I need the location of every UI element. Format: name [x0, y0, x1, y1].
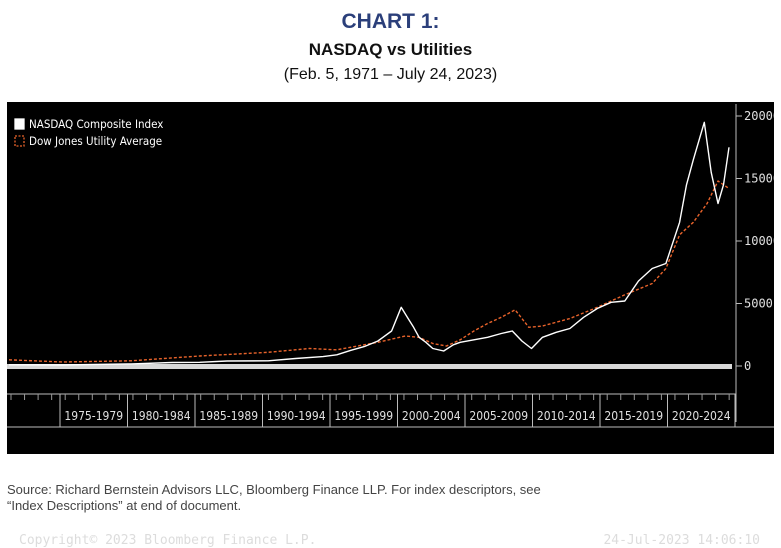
chart-date-range: (Feb. 5, 1971 – July 24, 2023) [283, 66, 498, 83]
x-tick-label: 1980-1984 [132, 409, 191, 423]
utility-series-line [8, 180, 730, 363]
y-tick-label: 5000 [744, 297, 773, 311]
y-tick-label: 15000 [744, 172, 774, 186]
source-note: Source: Richard Bernstein Advisors LLC, … [7, 482, 541, 513]
x-tick-label: 2010-2014 [537, 409, 596, 423]
chart-number: CHART 1: [341, 10, 440, 33]
x-tick-label: 2020-2024 [672, 409, 731, 423]
zero-baseline [7, 364, 732, 369]
legend-label-nasdaq: NASDAQ Composite Index [29, 117, 163, 131]
x-tick-label: 1975-1979 [64, 409, 123, 423]
timestamp-label: 24-Jul-2023 14:06:10 [603, 533, 760, 548]
legend-swatch-utility [14, 135, 25, 147]
x-tick-label: 1990-1994 [267, 409, 326, 423]
copyright-label: Copyright© 2023 Bloomberg Finance L.P. [19, 533, 317, 548]
x-tick-label: 2005-2009 [469, 409, 528, 423]
legend-swatch-nasdaq [14, 118, 25, 130]
y-tick-label: 20000 [744, 109, 774, 123]
chart-title: NASDAQ vs Utilities [308, 40, 473, 59]
legend-label-utility: Dow Jones Utility Average [29, 134, 162, 148]
chart-panel: 20000 15000 10000 5000 0 1975-1979 1980-1984 19… [7, 102, 774, 548]
y-tick-label: 10000 [744, 234, 774, 248]
x-tick-label: 1995-1999 [334, 409, 393, 423]
nasdaq-series-line [8, 121, 730, 366]
y-tick-label: 0 [744, 359, 751, 373]
x-tick-label: 2015-2019 [604, 409, 663, 423]
line-chart: 20000 15000 10000 5000 0 1975-1979 1980-1984 19… [7, 104, 774, 428]
x-tick-label: 2000-2004 [402, 409, 461, 423]
x-tick-label: 1985-1989 [199, 409, 258, 423]
